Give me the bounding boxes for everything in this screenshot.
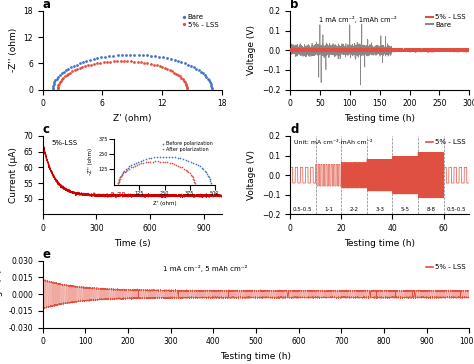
Text: 0.5-0.5: 0.5-0.5 [447,207,466,212]
Text: 5%-LSS: 5%-LSS [52,140,78,146]
5% - LSS [164,67,170,71]
Legend: 5% - LSS: 5% - LSS [426,139,466,145]
Y-axis label: Current (μA): Current (μA) [9,147,18,203]
5% - LSS [184,87,190,92]
Bare [132,52,137,57]
Text: 8-8: 8-8 [426,207,435,212]
X-axis label: Testing time (h): Testing time (h) [344,114,415,123]
Text: 0.5-0.5: 0.5-0.5 [293,207,312,212]
5% - LSS [55,87,61,92]
Text: d: d [290,123,299,136]
Text: c: c [43,123,50,136]
Bare [179,60,184,64]
Line: Bare: Bare [51,53,213,91]
Text: 1 mA cm⁻², 5 mAh cm⁻²: 1 mA cm⁻², 5 mAh cm⁻² [163,265,247,272]
Text: b: b [290,0,299,11]
Text: 1-1: 1-1 [324,207,333,212]
Legend: 5% - LSS, Bare: 5% - LSS, Bare [426,15,466,28]
Bare [95,56,100,60]
Line: 5% - LSS: 5% - LSS [56,60,189,91]
Text: 5-5: 5-5 [401,207,410,212]
5% - LSS [175,73,181,77]
Text: Unit: mA cm⁻²·mAh cm⁻²: Unit: mA cm⁻²·mAh cm⁻² [293,140,372,145]
Y-axis label: -Z'' (ohm): -Z'' (ohm) [9,28,18,72]
Legend: 5% - LSS: 5% - LSS [426,264,466,270]
X-axis label: Time (s): Time (s) [114,239,151,248]
Text: 1 mA cm⁻², 1mAh cm⁻²: 1 mA cm⁻², 1mAh cm⁻² [319,16,397,23]
Text: e: e [43,248,51,261]
5% - LSS [151,63,156,67]
Bare [50,87,55,92]
Bare [185,62,191,67]
Bare [209,87,215,92]
Text: tₜₜ = 0.79: tₜₜ = 0.79 [93,192,126,198]
5% - LSS [159,65,165,70]
Bare [198,70,204,74]
Y-axis label: Voltage (V): Voltage (V) [0,269,3,319]
Text: 3-3: 3-3 [375,207,384,212]
Bare [168,57,174,61]
X-axis label: Testing time (h): Testing time (h) [344,239,415,248]
Legend: Bare, 5% - LSS: Bare, 5% - LSS [182,15,219,28]
X-axis label: Testing time (h): Testing time (h) [220,352,292,361]
5% - LSS [154,63,159,68]
Bare [172,58,177,62]
X-axis label: Z' (ohm): Z' (ohm) [113,114,152,123]
5% - LSS [121,59,127,63]
Y-axis label: Voltage (V): Voltage (V) [247,25,256,75]
Text: a: a [43,0,51,11]
Text: 2-2: 2-2 [349,207,358,212]
Y-axis label: Voltage (V): Voltage (V) [247,150,256,200]
5% - LSS [91,62,97,66]
